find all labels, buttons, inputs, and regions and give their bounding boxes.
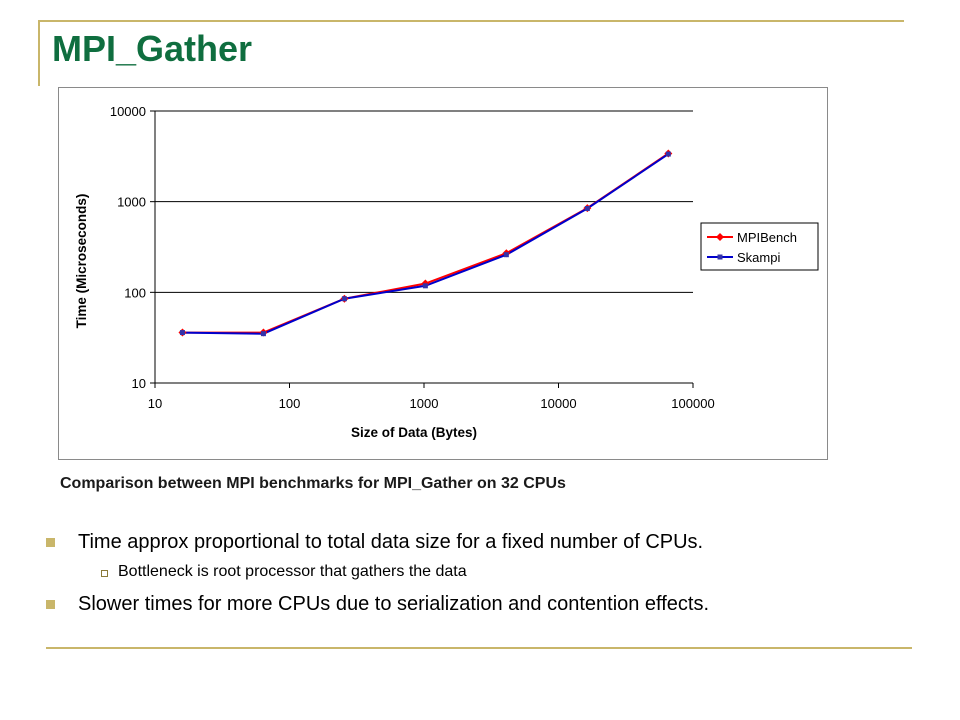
sub-bullet-square-icon: [101, 570, 108, 577]
legend-marker-diamond: [716, 233, 724, 241]
legend-marker-square: [717, 254, 723, 260]
skampi-marker: [584, 206, 590, 212]
skampi-marker: [260, 331, 266, 337]
bullet-text: Time approx proportional to total data s…: [78, 531, 704, 553]
series-line-mpibench: [182, 152, 669, 334]
x-axis-label: Size of Data (Bytes): [351, 425, 477, 440]
x-tick-label: 100000: [671, 396, 714, 411]
x-tick-label: 10: [148, 396, 162, 411]
bullet-list: Time approx proportional to total data s…: [44, 528, 924, 618]
series-line-skampi: [182, 153, 669, 335]
chart: 10 100 1000 10000 10 100 1000 10000 100000 Size o…: [74, 104, 819, 440]
sub-bullet-text: Bottleneck is root processor that gather…: [118, 563, 467, 580]
legend-label: Skampi: [737, 250, 780, 265]
skampi-marker: [341, 296, 347, 302]
left-rule: [38, 20, 40, 86]
skampi-marker: [665, 151, 671, 157]
bullet-square-icon: [46, 600, 55, 609]
sub-bullet-item: Bottleneck is root processor that gather…: [44, 560, 924, 584]
bullet-text: Slower times for more CPUs due to serial…: [78, 593, 710, 615]
chart-caption: Comparison between MPI benchmarks for MP…: [60, 475, 566, 492]
slide-title: MPI_Gather: [52, 28, 253, 69]
y-tick-label: 1000: [117, 195, 146, 210]
chart-frame: 10 100 1000 10000 10 100 1000 10000 100000 Size o…: [58, 87, 828, 460]
bullet-item: Time approx proportional to total data s…: [44, 528, 924, 556]
bullet-square-icon: [46, 538, 55, 547]
skampi-marker: [422, 283, 428, 289]
bullet-item: Slower times for more CPUs due to serial…: [44, 590, 924, 618]
y-tick-label: 10: [132, 376, 146, 391]
x-tick-label: 1000: [410, 396, 439, 411]
y-axis-label: Time (Microseconds): [74, 194, 89, 329]
x-tick-label: 10000: [540, 396, 576, 411]
legend-box: [700, 222, 819, 271]
y-tick-label: 10000: [110, 104, 146, 119]
skampi-marker: [179, 330, 185, 336]
x-tick-label: 100: [279, 396, 301, 411]
skampi-marker: [503, 252, 509, 258]
bottom-rule: [46, 647, 912, 649]
y-tick-label: 100: [124, 285, 146, 300]
legend-label: MPIBench: [737, 230, 797, 245]
top-rule: [38, 20, 904, 22]
